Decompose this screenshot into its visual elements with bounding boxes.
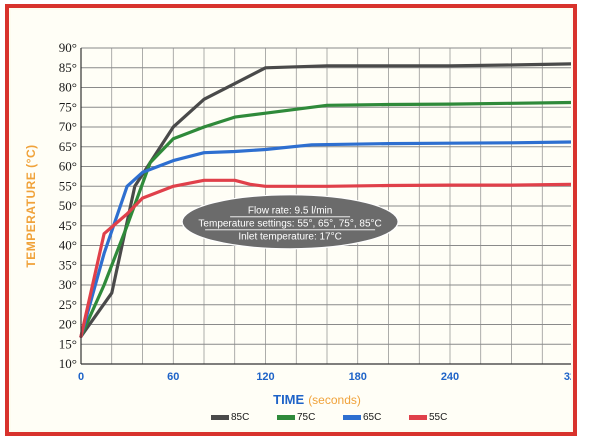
series-line-65c xyxy=(79,140,571,338)
y-tick-label: 75° xyxy=(59,99,77,114)
y-tick-label: 85° xyxy=(59,60,77,75)
y-tick-label: 60° xyxy=(59,159,77,174)
chart-panel: Flow rate: 9.5 l/min Temperature settings… xyxy=(11,10,571,430)
y-tick-label: 30° xyxy=(59,277,77,292)
y-axis-title: TEMPERATURE (°C) xyxy=(24,144,38,267)
x-axis-title-main: TIME xyxy=(273,392,304,407)
legend-swatch xyxy=(343,415,361,420)
y-tick-label: 15° xyxy=(59,336,77,351)
legend-label: 55C xyxy=(429,412,447,423)
chart-frame: Flow rate: 9.5 l/min Temperature settings… xyxy=(5,4,577,436)
y-tick-label: 35° xyxy=(59,257,77,272)
line-chart: Flow rate: 9.5 l/min Temperature settings… xyxy=(24,40,571,423)
y-tick-label: 40° xyxy=(59,238,77,253)
y-tick-label: 55° xyxy=(59,178,77,193)
y-tick-label: 70° xyxy=(59,119,77,134)
y-tick-label: 45° xyxy=(59,218,77,233)
x-tick-label: 0 xyxy=(78,371,84,383)
y-tick-label: 80° xyxy=(59,80,77,95)
legend-label: 65C xyxy=(363,412,381,423)
annotation-line: Temperature settings: 55°, 65°, 75°, 85°… xyxy=(198,218,381,229)
legend-swatch xyxy=(277,415,295,420)
x-tick-label: 120 xyxy=(256,371,274,383)
y-tick-label: 90° xyxy=(59,40,77,55)
annotation-ellipse xyxy=(181,194,399,250)
y-tick-label: 25° xyxy=(59,297,77,312)
y-tick-label: 10° xyxy=(59,356,77,371)
annotation: Flow rate: 9.5 l/min Temperature settings… xyxy=(181,194,399,250)
axes: 10° 15° 20° 25° 30° 35° 40° 45° 50° 55° 60° 65° 70° 7… xyxy=(24,40,571,407)
x-tick-label: 320 xyxy=(564,371,571,383)
legend-label: 85C xyxy=(231,412,249,423)
series-line-55c xyxy=(79,178,571,338)
x-axis-title-unit: (seconds) xyxy=(308,393,361,407)
legend-label: 75C xyxy=(297,412,315,423)
y-tick-label: 65° xyxy=(59,139,77,154)
x-tick-label: 240 xyxy=(441,371,459,383)
annotation-line: Flow rate: 9.5 l/min xyxy=(248,205,332,216)
series-lines xyxy=(79,62,571,338)
x-tick-label: 180 xyxy=(349,371,367,383)
series-line-75c xyxy=(79,100,571,338)
y-tick-label: 50° xyxy=(59,198,77,213)
annotation-line: Inlet temperature: 17°C xyxy=(238,231,342,242)
legend: 85C 75C 65C 55C xyxy=(211,412,447,423)
legend-swatch xyxy=(211,415,229,420)
y-tick-label: 20° xyxy=(59,317,77,332)
series-line-85c xyxy=(79,62,571,338)
x-axis-title: TIME (seconds) xyxy=(273,392,361,407)
x-tick-label: 60 xyxy=(167,371,179,383)
legend-swatch xyxy=(409,415,427,420)
